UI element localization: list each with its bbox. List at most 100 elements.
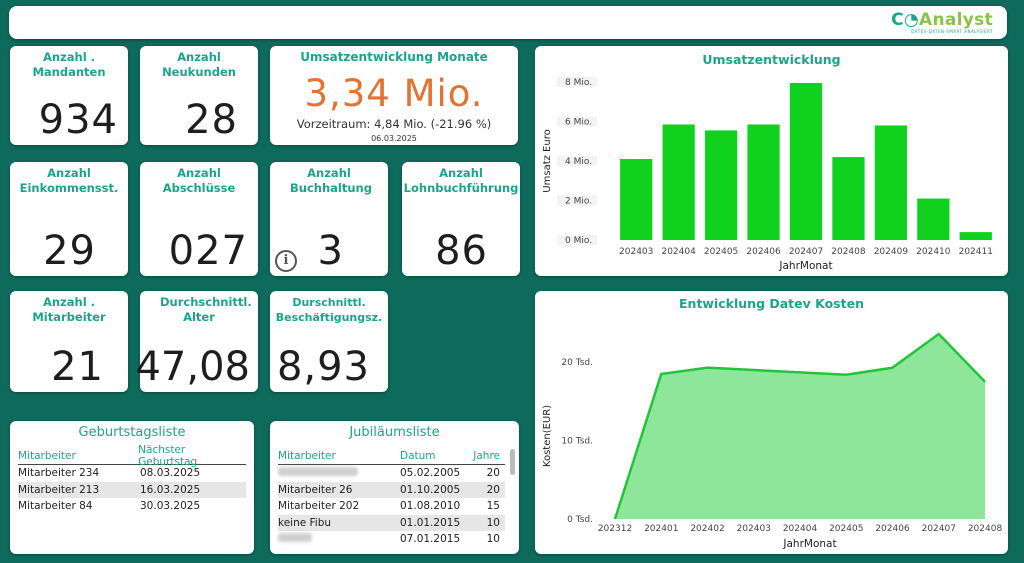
table: Mitarbeiter Nächster Geburtstag Mitarbei… [18, 443, 246, 515]
table-header: Mitarbeiter Nächster Geburtstag [18, 443, 246, 468]
kpi-neukunden: Anzahl Neukunden 28 [140, 46, 258, 145]
kpi-title: Anzahl Abschlüsse [162, 166, 236, 195]
bar [704, 130, 738, 240]
column-header[interactable]: Datum [400, 449, 436, 462]
kpi-title: Umsatzentwicklung Monate [300, 50, 488, 64]
table: Mitarbeiter Datum Jahre 05.02.2005 20 Mi… [278, 447, 505, 548]
cell-years: 20 [486, 467, 500, 480]
cell-name: Mitarbeiter 202 [278, 500, 360, 513]
kpi-abschluesse: Anzahl Abschlüsse 027 [140, 162, 258, 276]
y-tick-label-bg [557, 195, 597, 206]
cell-name: Mitarbeiter 234 [18, 467, 100, 480]
cell-date: 07.01.2015 [400, 533, 461, 546]
cell-years: 20 [486, 483, 500, 496]
bar [917, 198, 950, 240]
x-tick-label: 202312 [598, 524, 632, 534]
redacted-name [278, 467, 358, 477]
chart-umsatzentwicklung: Umsatzentwicklung Umsatz Euro JahrMonat … [535, 46, 1008, 276]
table-title: Geburtstagsliste [78, 425, 186, 440]
table-jubilaeumsliste: Jubiläumsliste Mitarbeiter Datum Jahre 0… [270, 421, 519, 554]
kpi-value: 28 [185, 97, 238, 143]
area-chart-svg: Kosten(EUR) JahrMonat 0 Tsd. 10 Tsd. 20 Ts… [542, 332, 1002, 550]
kpi-title: Anzahl . Mandanten [32, 50, 106, 79]
bar [874, 125, 908, 240]
y-tick-label: 20 Tsd. [561, 358, 593, 368]
cell-name [278, 533, 400, 545]
kpi-title: Durschnittl. Beschäftigungsz. [275, 296, 383, 324]
area-fill [615, 333, 985, 519]
kpi-value: 47,08 [135, 344, 250, 390]
table-row[interactable]: Mitarbeiter 234 08.03.2025 [18, 465, 246, 482]
kpi-comparison: Vorzeitraum: 4,84 Mio. (-21.96 %) [296, 117, 492, 131]
x-tick-label: 202403 [737, 524, 771, 534]
series-line [613, 332, 986, 520]
kpi-value: 29 [43, 228, 96, 274]
cell-date: 05.02.2005 [400, 467, 461, 480]
y-tick-label-bg [557, 116, 597, 127]
cell-years: 10 [486, 533, 500, 546]
chart-title: Umsatzentwicklung [702, 52, 841, 67]
kpi-date: 06.03.2025 [371, 134, 417, 143]
y-axis-label: Kosten(EUR) [542, 405, 553, 467]
y-tick-label: 2 Mio. [565, 197, 592, 207]
cell-date: 01.10.2005 [400, 483, 461, 496]
header-bar: C◔Analyst DATEV-DATEN SMART ANALYSIERT [9, 6, 1007, 39]
kpi-value: 8,93 [276, 344, 370, 390]
table-row[interactable]: 07.01.2015 10 [278, 531, 505, 548]
column-header[interactable]: Nächster Geburtstag [138, 443, 198, 468]
y-tick-label: 8 Mio. [565, 78, 592, 88]
table-row[interactable]: keine Fibu 01.01.2015 10 [278, 514, 505, 531]
x-tick-label: 202407 [922, 524, 956, 534]
cell-name: keine Fibu [278, 516, 332, 529]
redacted-name [278, 533, 312, 543]
x-tick-label: 202404 [783, 524, 818, 534]
x-tick-label: 202406 [875, 524, 910, 534]
bar [620, 159, 653, 240]
y-tick-label: 6 Mio. [565, 118, 592, 128]
column-header[interactable]: Mitarbeiter [18, 449, 76, 462]
kpi-lohnbuchfuehrung: Anzahl Lohnbuchführung 86 [402, 162, 520, 276]
scrollbar[interactable] [510, 449, 515, 475]
bar [789, 82, 823, 240]
cell-years: 10 [486, 516, 500, 529]
y-tick-label-bg [557, 235, 597, 245]
bar [662, 124, 695, 240]
info-icon[interactable]: i [275, 250, 297, 272]
table-row[interactable]: Mitarbeiter 213 16.03.2025 [18, 481, 246, 498]
y-tick-label: 0 Tsd. [567, 515, 593, 525]
table-row[interactable]: Mitarbeiter 202 01.08.2010 15 [278, 498, 505, 515]
bar [959, 232, 992, 240]
table-row[interactable]: Mitarbeiter 26 01.10.2005 20 [278, 481, 505, 498]
cell-name: Mitarbeiter 84 [18, 500, 93, 513]
table-geburtstagsliste: Geburtstagsliste Mitarbeiter Nächster Ge… [10, 421, 254, 554]
chart-datev-kosten: Entwicklung Datev Kosten Kosten(EUR) Jah… [535, 291, 1008, 554]
kpi-value: 86 [435, 228, 488, 274]
cell-name: Mitarbeiter 26 [278, 483, 353, 496]
y-axis-label: Umsatz Euro [542, 129, 553, 192]
x-tick-label: 202405 [704, 247, 738, 257]
cell-name: Mitarbeiter 213 [18, 483, 100, 496]
y-tick-label-bg [557, 156, 597, 166]
kpi-title: Anzahl Lohnbuchführung [403, 166, 519, 195]
kpi-title: Anzahl Buchhaltung [290, 166, 372, 195]
table-row[interactable]: 05.02.2005 20 [278, 465, 505, 482]
kpi-title: Durchschnittl. Alter [160, 295, 252, 324]
kpi-value: 3 [317, 228, 344, 274]
kpi-buchhaltung: Anzahl Buchhaltung 3 i [270, 162, 388, 276]
table-row[interactable]: Mitarbeiter 84 30.03.2025 [18, 498, 246, 515]
table-title: Jubiläumsliste [349, 425, 440, 440]
x-axis-label: JahrMonat [778, 260, 832, 272]
kpi-value: 934 [38, 97, 118, 143]
kpi-alter: Durchschnittl. Alter 47,08 [135, 291, 258, 392]
kpi-value: 027 [168, 228, 248, 274]
cell-years: 15 [486, 500, 500, 513]
x-tick-label: 202409 [874, 247, 909, 257]
kpi-title: Anzahl Neukunden [162, 50, 236, 79]
x-tick-label: 202410 [916, 247, 951, 257]
kpi-title: Anzahl . Mitarbeiter [32, 295, 106, 324]
x-tick-label: 202404 [661, 247, 696, 257]
column-header[interactable]: Mitarbeiter [278, 449, 336, 462]
kpi-umsatz-monate: Umsatzentwicklung Monate 3,34 Mio. Vorze… [270, 46, 518, 145]
y-tick-label-bg [557, 77, 597, 87]
column-header[interactable]: Jahre [473, 449, 500, 462]
